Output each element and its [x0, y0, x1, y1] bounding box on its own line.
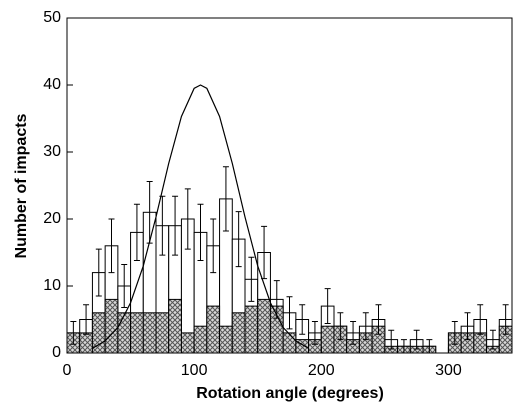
error-bar	[184, 188, 191, 250]
y-tick-label: 20	[43, 210, 61, 227]
error-bar	[311, 321, 318, 345]
error-bar	[477, 304, 484, 335]
bar	[244, 305, 259, 354]
error-bar	[133, 203, 140, 262]
error-bar	[413, 329, 420, 350]
y-tick-label: 50	[43, 9, 61, 26]
y-tick-label: 40	[43, 76, 61, 93]
bar	[473, 332, 488, 354]
error-bar	[197, 203, 204, 262]
error-bar	[350, 321, 357, 345]
bar	[282, 332, 297, 354]
error-bar	[248, 256, 255, 302]
error-bar	[451, 321, 458, 345]
x-tick-label: 300	[435, 362, 462, 379]
error-bar	[337, 312, 344, 341]
bar	[130, 312, 144, 354]
bar	[206, 305, 221, 354]
plot-frame	[66, 17, 513, 354]
error-bar	[235, 211, 242, 268]
error-bar	[70, 321, 77, 345]
y-tick-label: 0	[52, 344, 61, 361]
error-bar	[286, 296, 293, 330]
x-tick-label: 0	[63, 362, 72, 379]
error-bar	[95, 248, 102, 297]
bar	[180, 332, 195, 354]
bar	[104, 298, 119, 354]
error-bar	[324, 288, 331, 325]
error-bar	[464, 312, 471, 341]
error-bar	[121, 264, 128, 308]
x-axis-label: Rotation angle (degrees)	[196, 385, 384, 402]
fit-curve	[92, 84, 309, 349]
error-bar	[375, 304, 382, 335]
bar	[117, 312, 132, 354]
error-bar	[489, 329, 496, 350]
bar	[193, 325, 208, 354]
y-tick-label: 10	[43, 277, 61, 294]
bar	[155, 312, 170, 354]
error-bar	[108, 218, 115, 274]
bar	[257, 298, 271, 354]
bar	[320, 325, 335, 354]
bar	[79, 332, 93, 354]
y-axis-label: Number of impacts	[13, 113, 30, 258]
error-bar	[299, 304, 306, 335]
error-bar	[222, 166, 229, 232]
error-bar	[388, 329, 395, 350]
bar	[142, 312, 157, 354]
error-bar	[83, 304, 90, 335]
bar	[219, 325, 233, 354]
error-bar	[210, 218, 217, 274]
error-bar	[362, 312, 369, 341]
error-bar	[172, 195, 179, 256]
x-tick-label: 100	[181, 362, 208, 379]
bar	[168, 298, 182, 354]
error-bar	[502, 304, 509, 335]
y-tick-label: 30	[43, 143, 61, 160]
bar	[231, 312, 246, 354]
x-tick-label: 200	[308, 362, 335, 379]
